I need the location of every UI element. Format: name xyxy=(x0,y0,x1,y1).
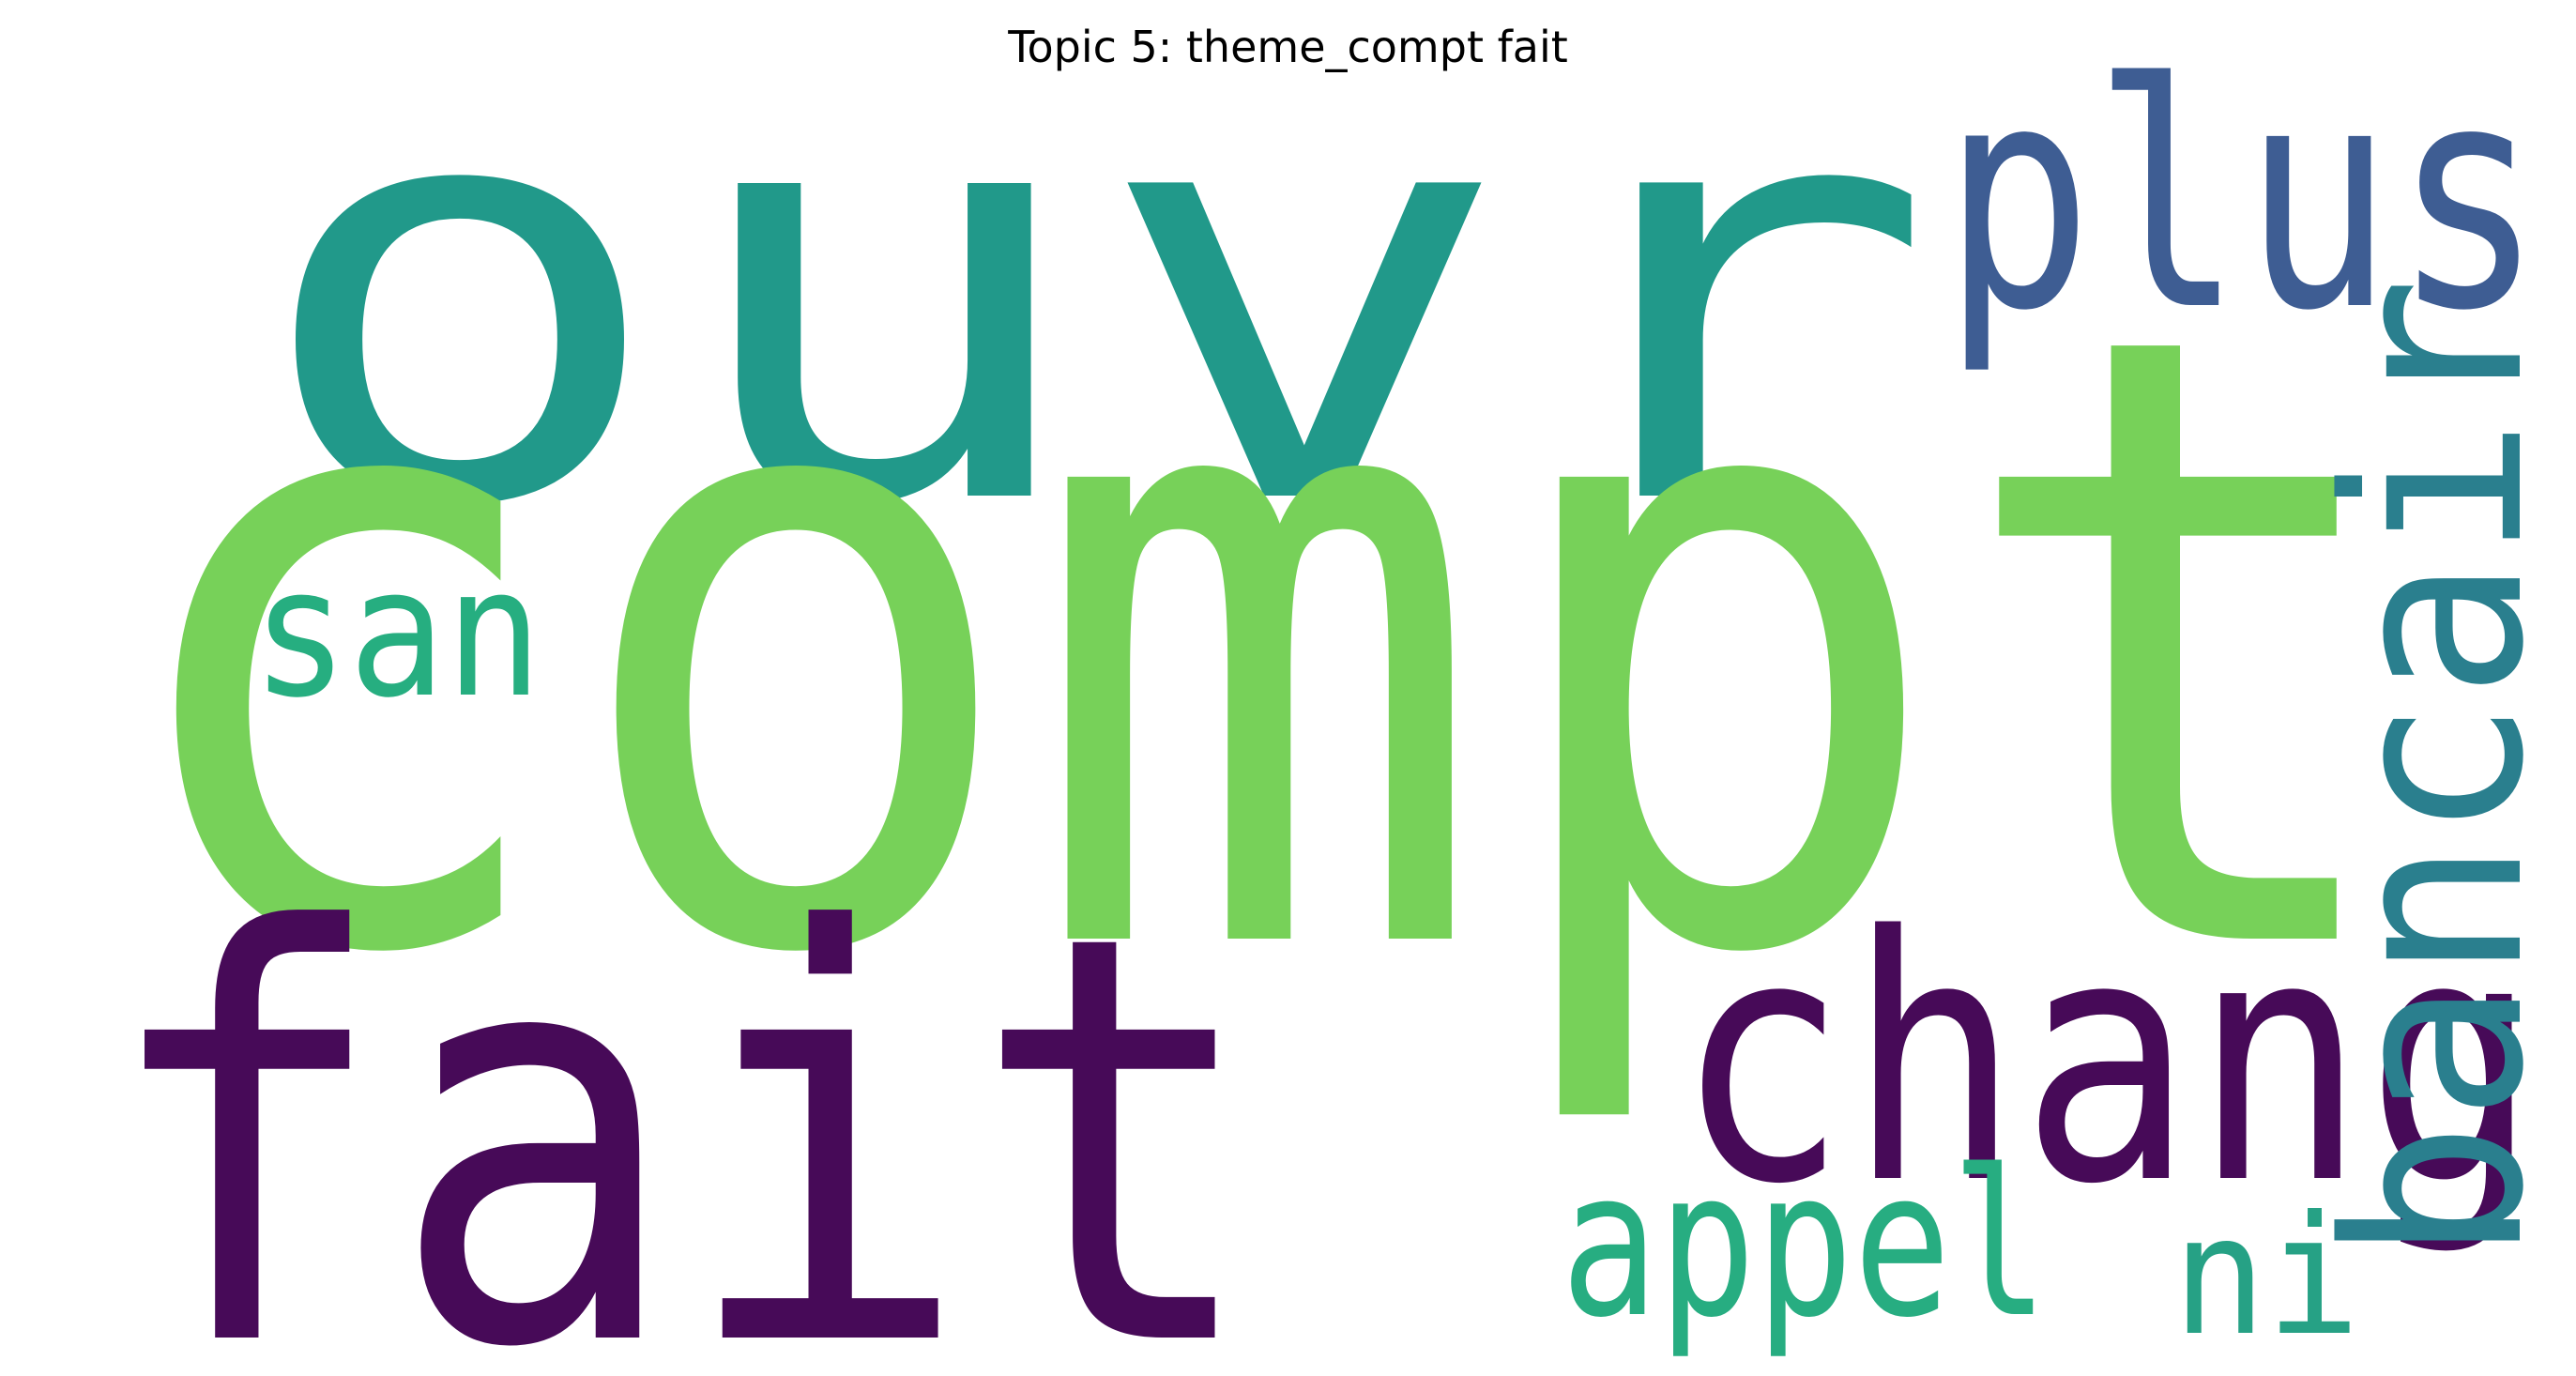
word-appel: appel xyxy=(1561,1126,2049,1362)
word-ouvr: ouvr xyxy=(249,0,1938,631)
word-plus: plus xyxy=(1943,18,2543,378)
word-ni: ni xyxy=(2172,1182,2360,1372)
word-compt: compt xyxy=(103,156,2412,1139)
word-fait: fait xyxy=(99,815,1262,1376)
word-bancair: bancair xyxy=(2294,277,2576,1262)
figure-title: Topic 5: theme_compt fait xyxy=(1008,22,1568,72)
word-chang: chang xyxy=(1675,864,2538,1258)
word-san: san xyxy=(252,529,542,737)
